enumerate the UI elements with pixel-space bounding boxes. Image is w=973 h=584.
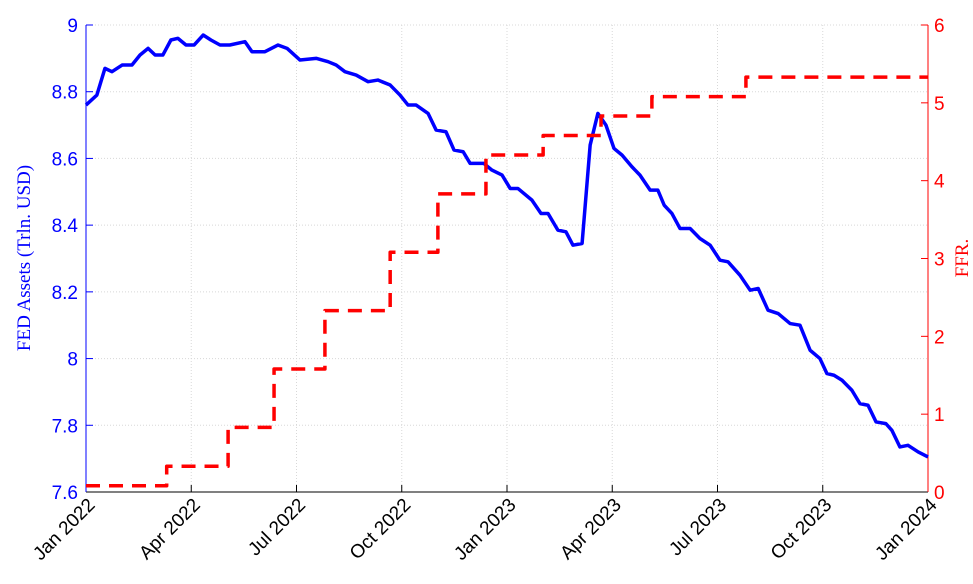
x-tick-label: Apr 2022 xyxy=(135,495,204,564)
y-tick-label: 8.2 xyxy=(52,283,78,304)
y-tick-label: 8.8 xyxy=(52,83,78,104)
series-line xyxy=(84,33,929,459)
y-tick-label: 8 xyxy=(67,350,78,371)
x-tick-label: Jul 2022 xyxy=(244,495,310,561)
x-tick-label: Jan 2022 xyxy=(29,495,99,565)
y2-tick-label: 6 xyxy=(934,16,945,37)
y-tick-label: 9 xyxy=(67,16,78,37)
y-tick-label: 8.4 xyxy=(52,216,79,237)
y-tick-label: 8.6 xyxy=(52,149,78,170)
y-tick-label: 7.8 xyxy=(52,416,78,437)
y2-tick-label: 4 xyxy=(934,172,945,193)
x-tick-label: Jul 2023 xyxy=(665,495,731,561)
x-tick-label: Apr 2023 xyxy=(556,495,625,564)
x-tick-label: Jan 2024 xyxy=(871,494,941,564)
y2-tick-label: 2 xyxy=(934,327,945,348)
y2-tick-label: 3 xyxy=(934,250,945,271)
x-tick-label: Oct 2022 xyxy=(346,495,415,564)
series-line xyxy=(86,75,928,488)
y2-tick-label: 0 xyxy=(934,483,945,504)
x-tick-label: Jan 2023 xyxy=(450,495,520,565)
y2-tick-label: 5 xyxy=(934,94,945,115)
y-tick-label: 7.6 xyxy=(52,483,78,504)
y2-axis-label: FFR. xyxy=(952,239,973,278)
x-tick-label: Oct 2023 xyxy=(767,495,836,564)
y-axis-label: FED Assets (Trln. USD) xyxy=(14,165,35,351)
y2-tick-label: 1 xyxy=(934,405,945,426)
